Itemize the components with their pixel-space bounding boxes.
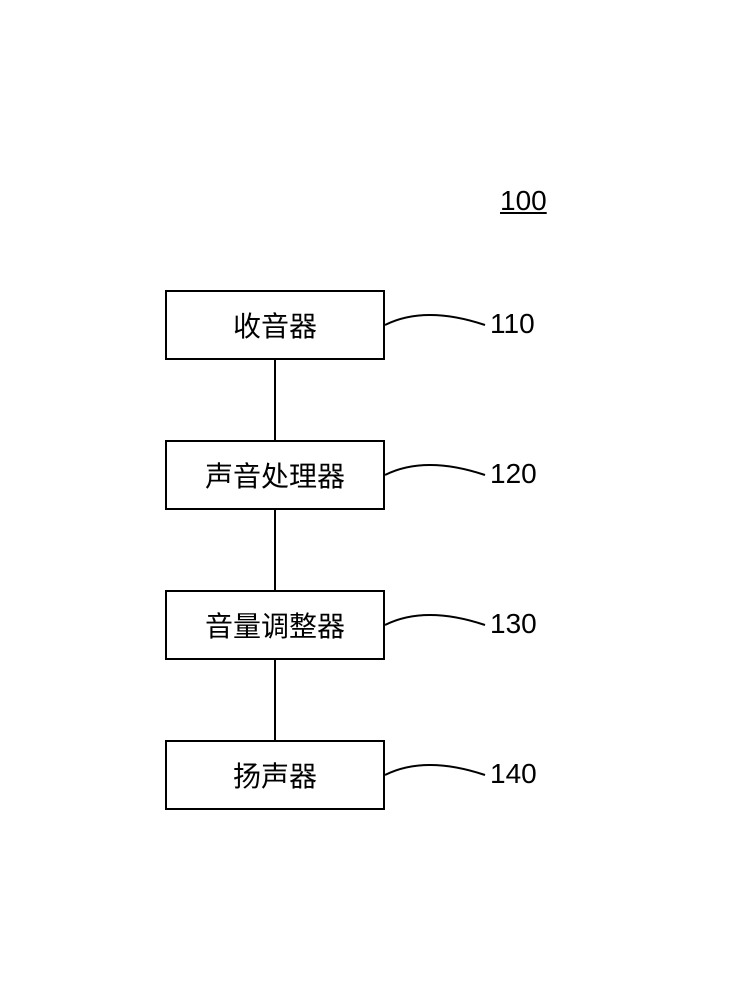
block-speaker-text: 扬声器 [233, 755, 317, 795]
block-receiver-text: 收音器 [233, 305, 317, 345]
connector-1 [274, 360, 276, 440]
connector-2 [274, 510, 276, 590]
leader-receiver [385, 300, 505, 350]
diagram-container: 100 收音器 声音处理器 音量调整器 扬声器 110 120 130 140 [0, 0, 747, 1000]
system-label: 100 [500, 185, 547, 217]
connector-3 [274, 660, 276, 740]
leader-volume-adjuster [385, 600, 505, 650]
block-sound-processor-text: 声音处理器 [205, 455, 345, 495]
block-volume-adjuster-text: 音量调整器 [205, 605, 345, 645]
block-volume-adjuster: 音量调整器 [165, 590, 385, 660]
block-speaker: 扬声器 [165, 740, 385, 810]
leader-speaker [385, 750, 505, 800]
block-sound-processor: 声音处理器 [165, 440, 385, 510]
block-receiver: 收音器 [165, 290, 385, 360]
leader-sound-processor [385, 450, 505, 500]
